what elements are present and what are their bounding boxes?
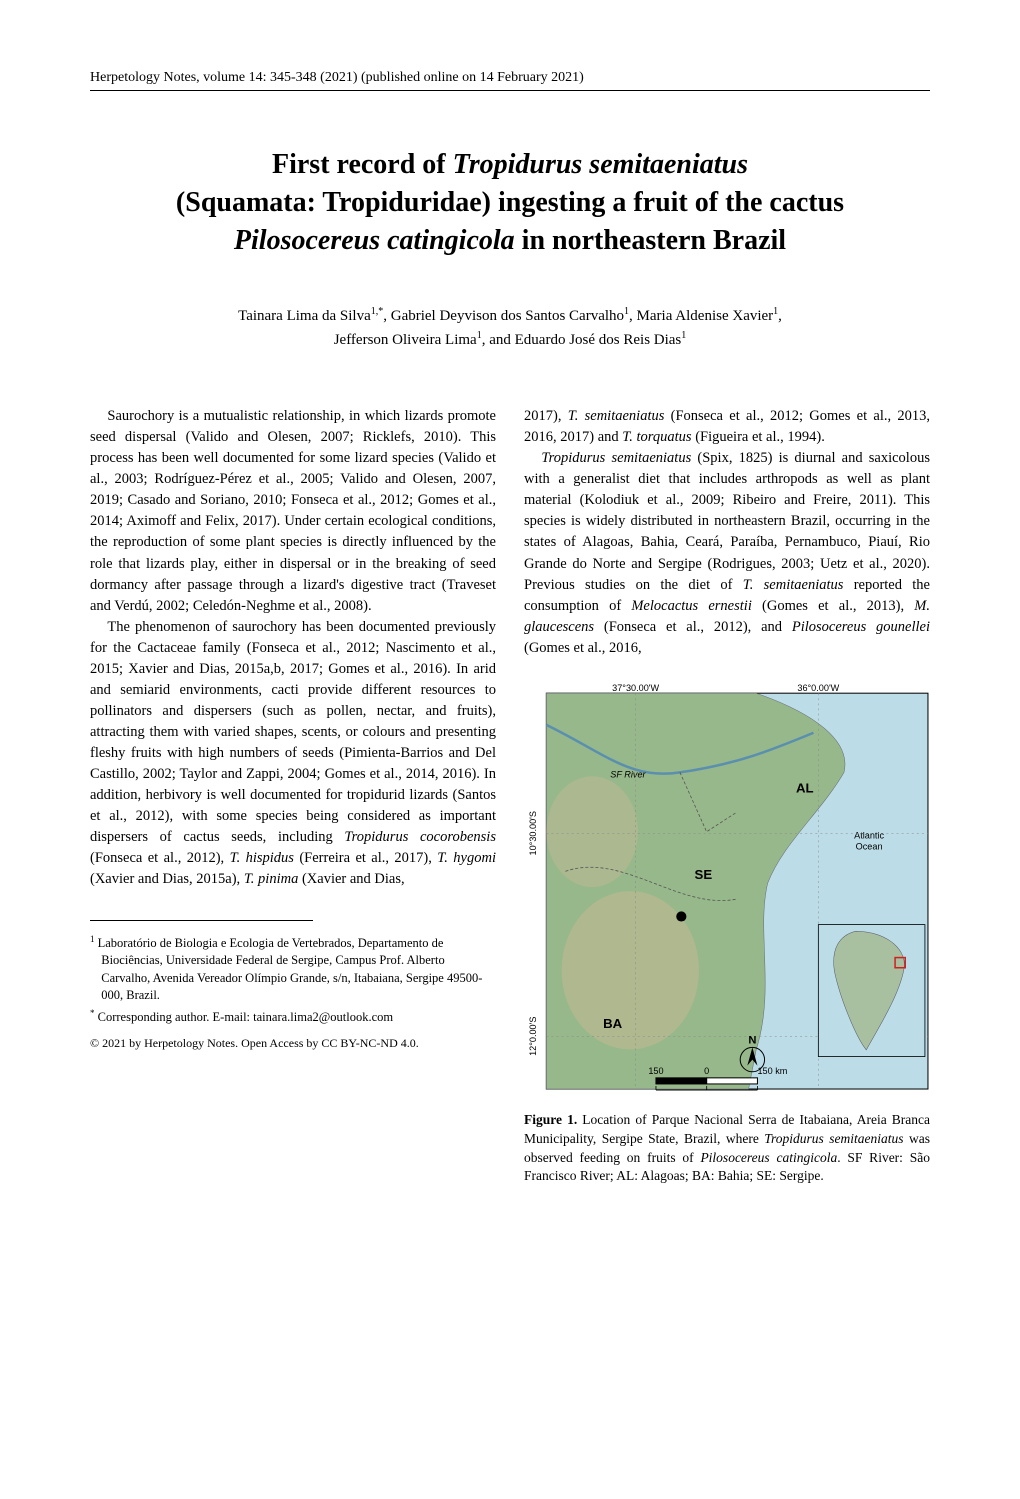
affiliations-block: 1 Laboratório de Biologia e Ecologia de … [90,933,496,1027]
species-name: Melocactus ernestii [631,598,752,614]
authors-block: Tainara Lima da Silva1,*, Gabriel Deyvis… [90,304,930,351]
body-paragraph: Tropidurus semitaeniatus (Spix, 1825) is… [524,448,930,658]
title-text: in northeastern Brazil [515,225,786,256]
title-text: (Squamata: Tropiduridae) ingesting a fru… [176,187,844,218]
author-name: , Maria Aldenise Xavier [629,308,773,324]
body-text: The phenomenon of saurochory has been do… [90,619,496,845]
figure-label: Figure 1. [524,1112,577,1127]
species-name: Pilosocereus catingicola [700,1150,837,1165]
svg-text:36°0.00'W: 36°0.00'W [797,683,839,693]
svg-text:Ocean: Ocean [856,841,883,851]
copyright: © 2021 by Herpetology Notes. Open Access… [90,1035,496,1052]
author-name: Tainara Lima da Silva [238,308,371,324]
author-sep: , [778,308,782,324]
title-species: Pilosocereus catingicola [234,225,515,256]
svg-text:BA: BA [603,1016,623,1031]
journal-header-text: Herpetology Notes, volume 14: 345-348 (2… [90,70,584,85]
affiliation: * Corresponding author. E-mail: tainara.… [101,1007,496,1027]
body-paragraph: Saurochory is a mutualistic relationship… [90,406,496,616]
article-title: First record of Tropidurus semitaeniatus… [90,146,930,259]
svg-text:N: N [748,1034,756,1046]
body-text: (Fonseca et al., 2012), [90,850,230,866]
species-name: Tropidurus semitaeniatus [764,1131,903,1146]
body-paragraph: 2017), T. semitaeniatus (Fonseca et al.,… [524,406,930,448]
svg-text:AL: AL [796,780,814,795]
body-text: (Fonseca et al., 2012), and [594,619,792,635]
svg-text:Atlantic: Atlantic [854,830,884,840]
svg-text:0: 0 [704,1065,709,1075]
affiliation: 1 Laboratório de Biologia e Ecologia de … [101,933,496,1005]
species-name: T. hispidus [230,850,294,866]
species-name: T. hygomi [437,850,496,866]
affil-divider [90,920,313,921]
figure-caption: Figure 1. Location of Parque Nacional Se… [524,1111,930,1187]
body-text: Saurochory is a mutualistic relationship… [90,408,496,613]
body-columns: Saurochory is a mutualistic relationship… [90,406,930,1186]
right-column: 2017), T. semitaeniatus (Fonseca et al.,… [524,406,930,1186]
title-species: Tropidurus semitaeniatus [453,149,748,180]
body-text: (Xavier and Dias, 2015a), [90,871,244,887]
species-name: T. semitaeniatus [743,577,844,593]
affil-sup: 1 [681,330,686,341]
svg-text:37°30.00'W: 37°30.00'W [612,683,659,693]
body-text: (Ferreira et al., 2017), [294,850,437,866]
svg-text:SF River: SF River [610,769,646,779]
species-name: Tropidurus semitaeniatus [541,450,691,466]
species-name: Pilosocereus gounellei [792,619,930,635]
body-paragraph: The phenomenon of saurochory has been do… [90,617,496,890]
figure-1: AL SE BA SF River AtlanticOcean 37°30.00'W 36°… [524,681,930,1187]
author-name: , Gabriel Deyvison dos Santos Carvalho [383,308,624,324]
affil-text: Corresponding author. E-mail: tainara.li… [95,1010,394,1024]
body-text: (Figueira et al., 1994). [692,429,825,445]
title-text: First record of [272,149,453,180]
svg-text:10°30.00'S: 10°30.00'S [528,811,538,855]
body-text: (Xavier and Dias, [298,871,404,887]
left-column: Saurochory is a mutualistic relationship… [90,406,496,1186]
affil-text: Laboratório de Biologia e Ecologia de Ve… [95,936,483,1003]
species-name: T. torquatus [622,429,691,445]
journal-header: Herpetology Notes, volume 14: 345-348 (2… [90,70,930,91]
svg-text:SE: SE [695,866,713,881]
author-name: , and Eduardo José dos Reis Dias [482,332,682,348]
svg-text:12°0.00'S: 12°0.00'S [528,1016,538,1055]
species-name: T. pinima [244,871,299,887]
affil-sup: 1,* [371,306,384,317]
body-text: (Gomes et al., 2016, [524,640,642,656]
copyright-text: © 2021 by Herpetology Notes. Open Access… [90,1036,419,1050]
species-name: T. semitaeniatus [568,408,665,424]
svg-text:150: 150 [648,1065,663,1075]
body-text: (Gomes et al., 2013), [752,598,914,614]
body-text: 2017), [524,408,568,424]
species-name: Tropidurus cocorobensis [344,829,496,845]
body-text: (Spix, 1825) is diurnal and saxicolous w… [524,450,930,592]
author-name: Jefferson Oliveira Lima [334,332,477,348]
map-figure: AL SE BA SF River AtlanticOcean 37°30.00'W 36°… [524,681,930,1097]
svg-text:150 km: 150 km [757,1065,787,1075]
